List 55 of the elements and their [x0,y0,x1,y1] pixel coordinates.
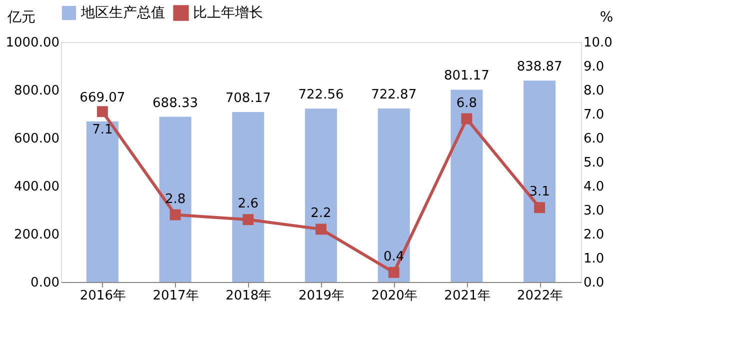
x-tick-label: 2018年 [226,288,272,304]
data-label: 708.17 [225,91,271,106]
y-tick-label: 1000.00 [6,36,60,50]
y2-tick-label: 9.0 [584,60,604,74]
data-label: 2.6 [238,196,258,212]
y2-tick-label: 8.0 [584,84,604,98]
data-label: 688.33 [152,96,198,111]
bar [378,108,410,282]
x-tick-label: 2022年 [517,288,564,304]
y-axis-title: 亿元 [6,10,36,26]
y2-tick-label: 0.0 [584,276,604,290]
point [534,202,546,214]
y-tick-label: 800.00 [14,84,60,98]
y-tick-label: 200.00 [14,228,60,242]
y-tick-label: 400.00 [14,180,60,194]
x-tick-label: 2021年 [444,288,490,304]
y2-tick-label: 1.0 [584,252,604,266]
y2-axis-title: % [600,10,614,26]
y-tick-label: 0.00 [30,276,60,290]
x-tick-label: 2017年 [152,288,199,304]
y2-tick-label: 6.0 [584,132,604,146]
point [316,224,326,235]
legend-label: 比上年增长 [193,5,263,21]
data-label: 838.87 [516,60,562,75]
bar [305,108,337,282]
y2-tick-label: 5.0 [584,156,604,170]
data-label: 801.17 [444,68,490,84]
legend-label: 地区生产总值 [80,5,165,21]
data-label: 722.87 [371,88,417,103]
y2-tick-label: 4.0 [584,180,604,194]
data-label: 6.8 [456,96,478,111]
y2-tick-label: 3.0 [584,204,604,218]
bar [86,121,118,282]
data-label: 2.2 [310,206,332,222]
y2-tick-label: 7.0 [584,108,604,122]
point [96,106,108,118]
point [170,209,181,220]
bar [232,112,264,282]
bar [159,116,192,282]
bar [450,90,483,282]
data-label: 2.8 [164,192,186,207]
x-tick-label: 2016年 [80,288,126,304]
data-label: 669.07 [80,90,126,106]
point [388,266,400,278]
point [242,214,254,226]
y2-tick-label: 10.0 [584,36,612,50]
y-tick-label: 600.00 [14,132,60,146]
x-tick-label: 2020年 [371,288,418,304]
y2-tick-label: 2.0 [584,228,604,242]
bar [524,80,556,282]
data-label: 7.1 [92,122,113,138]
data-label: 3.1 [529,184,550,200]
x-tick-label: 2019年 [298,288,345,304]
point [461,113,472,124]
data-label: 722.56 [298,88,344,103]
